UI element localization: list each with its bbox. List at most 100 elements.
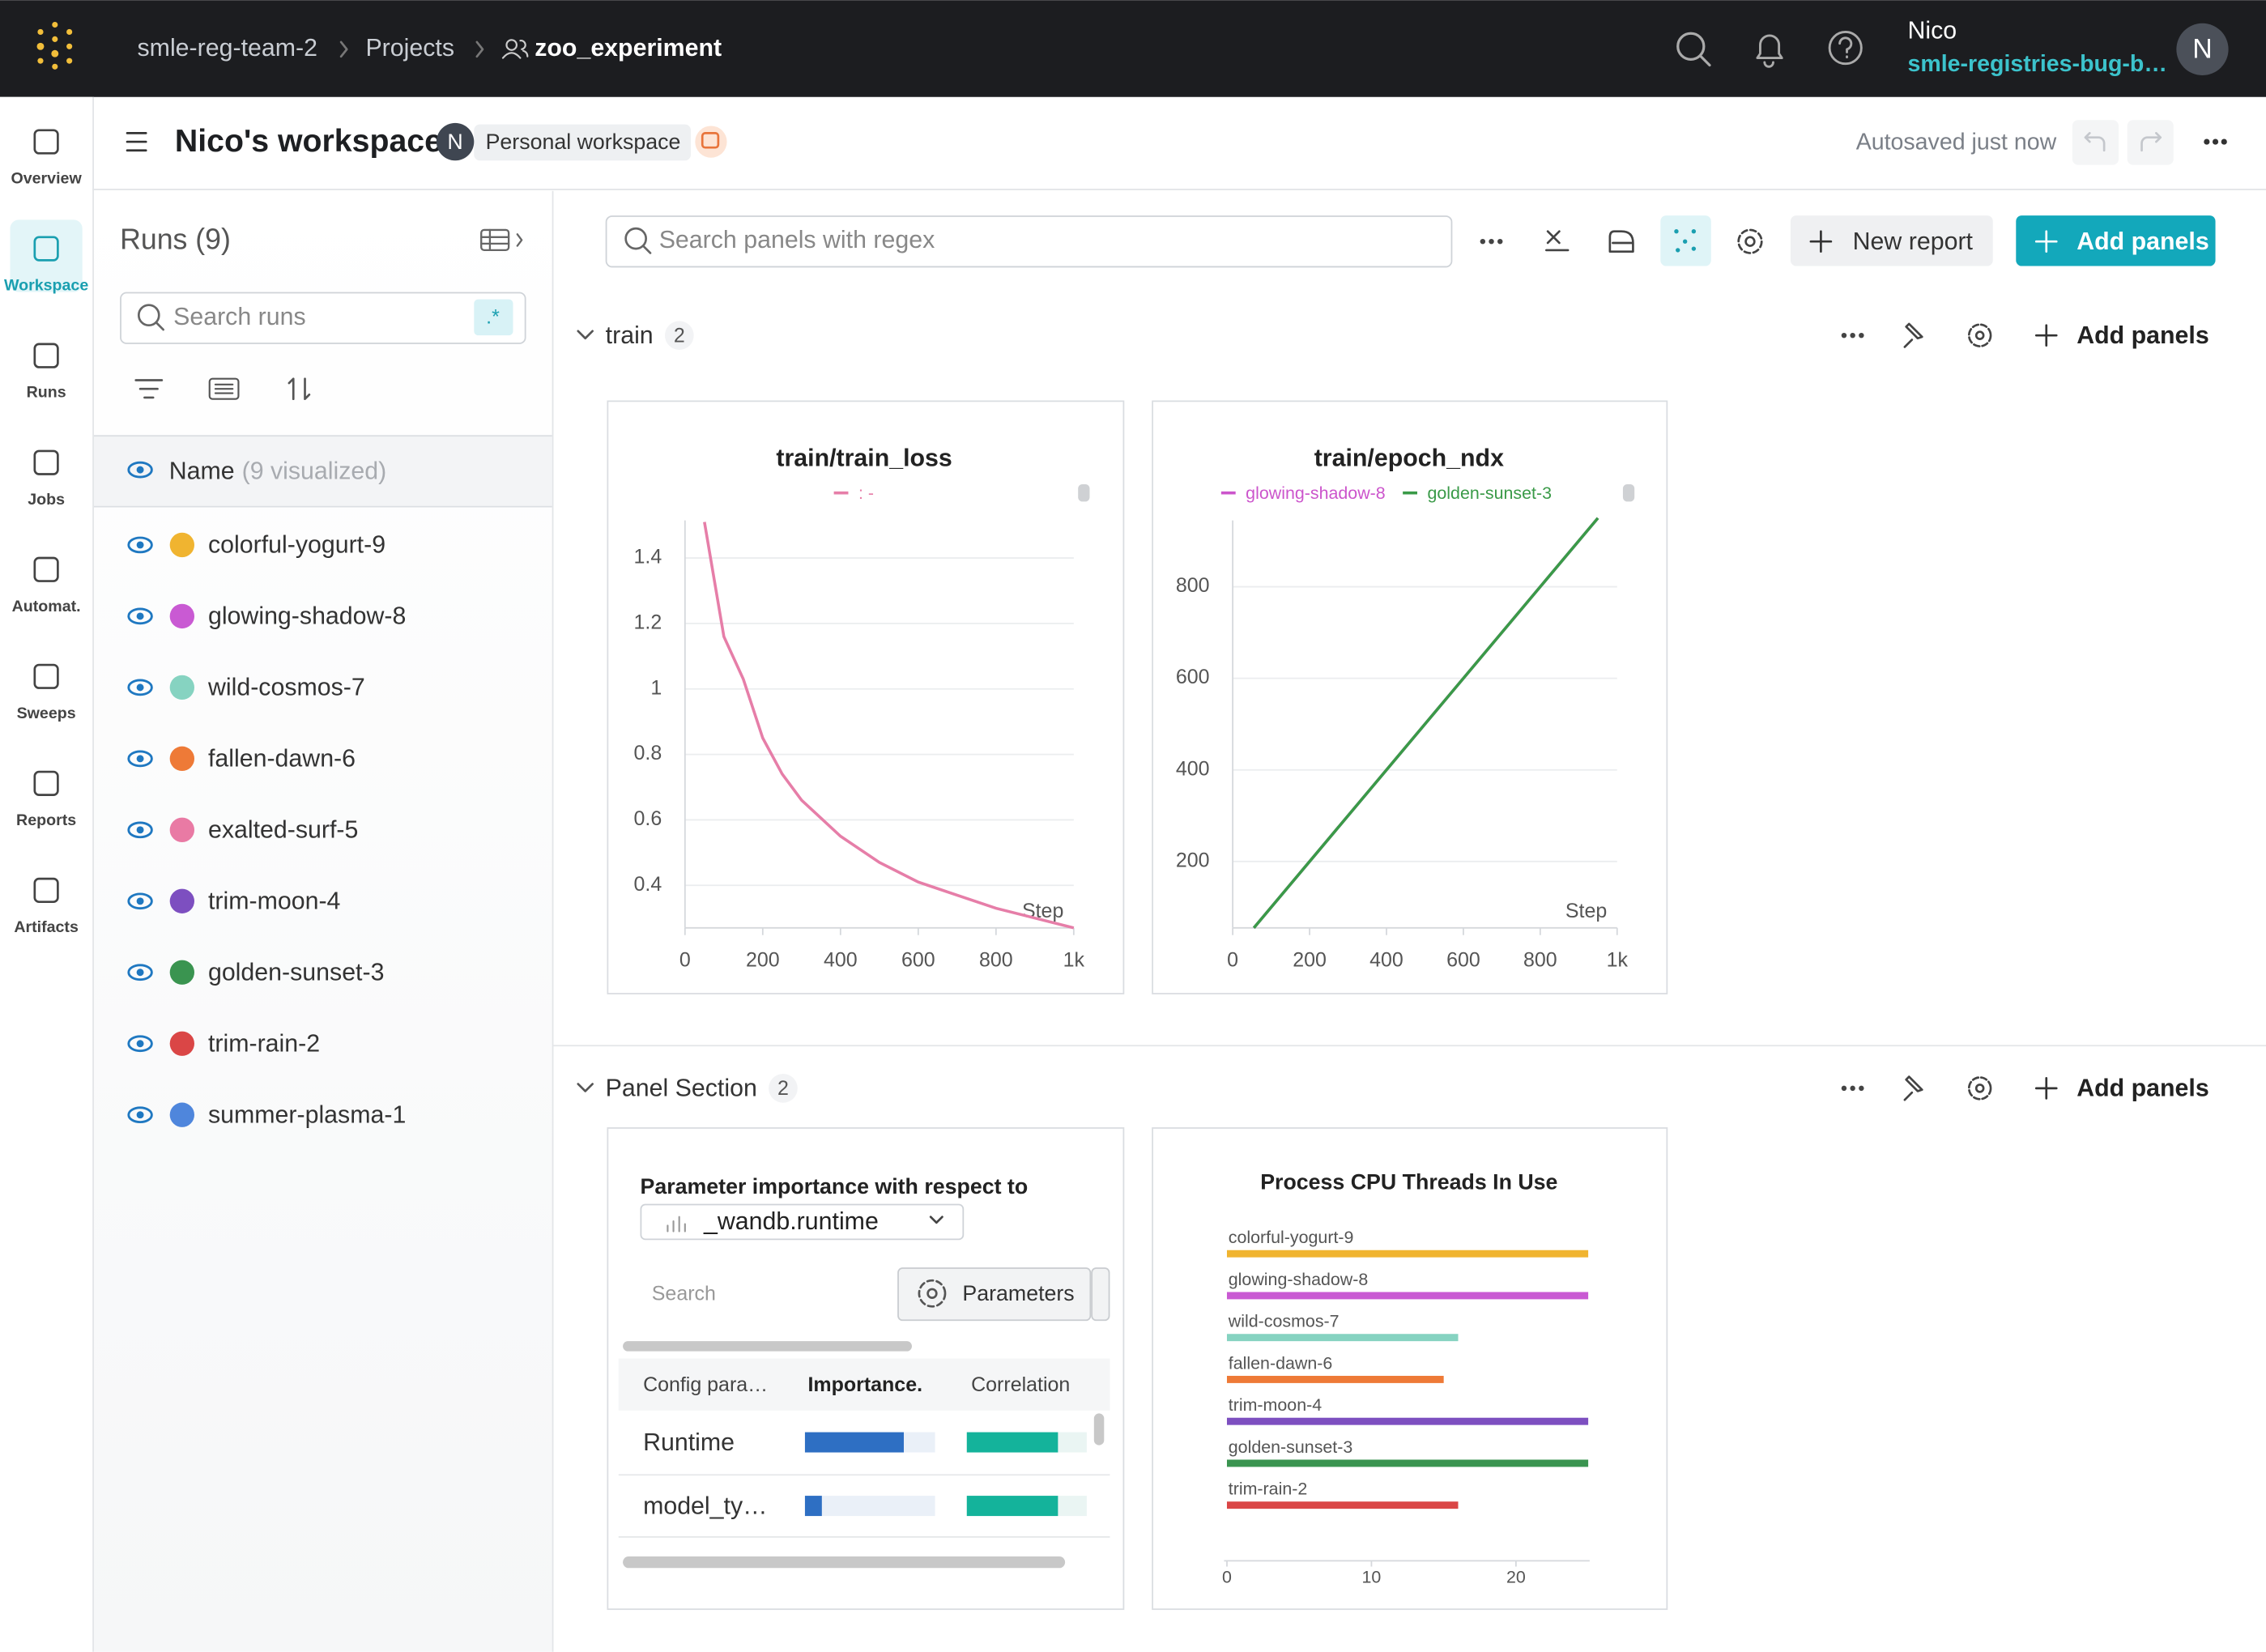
breadcrumb[interactable]: smle-reg-team-2	[138, 35, 317, 62]
bar-label: fallen-dawn-6	[1229, 1353, 1333, 1373]
x-axis-button[interactable]	[1546, 232, 1568, 250]
x-tick-label: 0	[1222, 1567, 1232, 1586]
run-color[interactable]	[170, 889, 194, 913]
param-name: Runtime	[643, 1429, 735, 1456]
y-tick-label: 0.6	[634, 807, 662, 830]
run-name[interactable]: colorful-yogurt-9	[208, 532, 385, 559]
settings-button[interactable]	[1969, 1077, 1991, 1099]
x-tick-label: 200	[1293, 948, 1327, 971]
bar	[1227, 1250, 1588, 1258]
section-count: 2	[674, 325, 685, 347]
chart-title: Process CPU Threads In Use	[1260, 1170, 1557, 1194]
run-name[interactable]: golden-sunset-3	[208, 960, 385, 986]
nav-label[interactable]: Automat.	[12, 598, 81, 615]
x-tick-label: 800	[979, 948, 1013, 971]
status-icon[interactable]	[695, 126, 726, 157]
pin-button[interactable]	[1905, 1077, 1922, 1101]
collapse-toggle[interactable]	[578, 331, 593, 338]
column-header[interactable]: Config para…	[643, 1373, 768, 1396]
y-tick-label: 1.4	[634, 546, 662, 568]
user-org[interactable]: smle-registries-bug-b…	[1907, 51, 2166, 77]
run-color[interactable]	[170, 747, 194, 771]
nav-label[interactable]: Artifacts	[14, 918, 79, 936]
y-tick-label: 0.4	[634, 873, 662, 896]
run-name[interactable]: glowing-shadow-8	[208, 603, 406, 630]
user-name[interactable]: Nico	[1907, 17, 1957, 44]
section-name[interactable]: train	[606, 322, 654, 349]
nav-label[interactable]: Runs	[27, 384, 66, 402]
settings-button[interactable]	[1969, 325, 1991, 347]
search-placeholder[interactable]: Search	[652, 1283, 716, 1305]
run-color[interactable]	[170, 1032, 194, 1056]
more-button[interactable]	[2204, 138, 2227, 144]
visibility-pupil	[137, 466, 144, 474]
legend-toggle[interactable]	[1078, 484, 1089, 501]
redo-button[interactable]	[2128, 120, 2174, 164]
more-dot	[1850, 1086, 1855, 1091]
run-color[interactable]	[170, 675, 194, 700]
breadcrumb[interactable]: Projects	[365, 35, 454, 62]
nav-label[interactable]: Workspace	[4, 277, 88, 295]
y-tick-label: 1	[650, 676, 662, 699]
run-color[interactable]	[170, 960, 194, 985]
run-name[interactable]: summer-plasma-1	[208, 1102, 406, 1129]
run-color[interactable]	[170, 604, 194, 628]
button-label: Add panels	[2076, 228, 2208, 255]
x-tick-label: 1k	[1607, 948, 1629, 971]
scrollbar[interactable]	[623, 1341, 912, 1351]
run-name[interactable]: wild-cosmos-7	[207, 675, 365, 701]
column-header[interactable]: Importance.	[808, 1373, 923, 1396]
scrollbar[interactable]	[1094, 1413, 1104, 1445]
bar-label: golden-sunset-3	[1229, 1437, 1353, 1457]
scrollbar[interactable]	[623, 1556, 1065, 1568]
legend-toggle[interactable]	[1623, 484, 1634, 501]
nav-label[interactable]: Reports	[16, 811, 76, 829]
x-tick-label: 0	[679, 948, 691, 971]
visibility-pupil	[137, 1040, 144, 1047]
bar-label: wild-cosmos-7	[1228, 1312, 1340, 1331]
bar	[1227, 1459, 1588, 1467]
importance-track	[805, 1496, 935, 1516]
badge-label: Personal workspace	[486, 130, 681, 154]
x-tick-label: 20	[1506, 1567, 1526, 1586]
undo-button[interactable]	[2072, 120, 2119, 164]
pin-button[interactable]	[1905, 324, 1922, 347]
nav-label[interactable]: Overview	[11, 170, 82, 188]
run-name[interactable]: fallen-dawn-6	[208, 746, 356, 773]
breadcrumb[interactable]: zoo_experiment	[535, 35, 722, 62]
more-button[interactable]	[1480, 239, 1503, 244]
settings-button[interactable]	[1739, 230, 1762, 253]
x-tick-label: 0	[1227, 948, 1238, 971]
run-color[interactable]	[170, 818, 194, 842]
run-color[interactable]	[170, 533, 194, 557]
run-name[interactable]: trim-rain-2	[208, 1031, 320, 1058]
visualized-count: (9 visualized)	[242, 458, 387, 485]
nav-label[interactable]: Jobs	[28, 491, 65, 509]
bar	[1227, 1292, 1588, 1299]
plus-icon	[2036, 326, 2056, 346]
legend-label: glowing-shadow-8	[1246, 483, 1386, 503]
run-name[interactable]: trim-moon-4	[208, 888, 340, 915]
menu-icon[interactable]	[127, 133, 146, 150]
add-panels-link[interactable]: Add panels	[2076, 1075, 2208, 1102]
workspace-title[interactable]: Nico's workspace	[175, 123, 442, 159]
more-dot	[1859, 1086, 1863, 1091]
column-header[interactable]: Correlation	[971, 1373, 1070, 1396]
y-tick-label: 400	[1176, 757, 1210, 780]
section-name[interactable]: Panel Section	[606, 1075, 757, 1102]
x-tick-label: 600	[1446, 948, 1480, 971]
column-name[interactable]: Name	[169, 458, 235, 485]
x-tick-label: 800	[1523, 948, 1557, 971]
run-name[interactable]: exalted-surf-5	[208, 817, 358, 844]
extra-button[interactable]	[1092, 1268, 1109, 1320]
nav-label[interactable]: Sweeps	[17, 705, 76, 722]
collapse-toggle[interactable]	[578, 1084, 593, 1092]
x-tick-label: 600	[901, 948, 935, 971]
button-label: Parameters	[962, 1281, 1074, 1305]
run-color[interactable]	[170, 1103, 194, 1127]
visibility-pupil	[137, 612, 144, 620]
add-panels-link[interactable]: Add panels	[2076, 322, 2208, 349]
metric-name: _wandb.runtime	[703, 1208, 879, 1235]
smoothing-button[interactable]	[1610, 232, 1633, 252]
